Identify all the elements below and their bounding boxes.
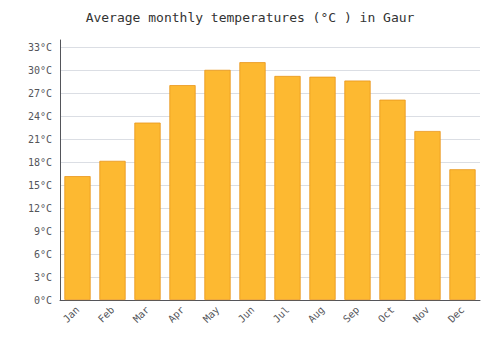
svg-text:Jul: Jul [271, 304, 292, 325]
svg-text:6°C: 6°C [34, 249, 52, 260]
svg-text:Nov: Nov [411, 304, 432, 325]
svg-text:Sep: Sep [341, 304, 362, 325]
svg-text:Mar: Mar [131, 304, 152, 325]
svg-text:15°C: 15°C [28, 180, 52, 191]
svg-text:9°C: 9°C [34, 226, 52, 237]
svg-text:May: May [201, 304, 222, 325]
svg-text:30°C: 30°C [28, 65, 52, 76]
svg-text:Apr: Apr [166, 304, 187, 325]
svg-text:Feb: Feb [96, 304, 117, 325]
svg-text:Jun: Jun [236, 304, 257, 325]
svg-text:Average monthly temperatures (: Average monthly temperatures (°C ) in Ga… [86, 10, 415, 25]
svg-text:Aug: Aug [306, 304, 327, 325]
svg-text:18°C: 18°C [28, 157, 52, 168]
svg-text:Dec: Dec [446, 304, 467, 325]
svg-text:3°C: 3°C [34, 272, 52, 283]
svg-text:21°C: 21°C [28, 134, 52, 145]
svg-text:27°C: 27°C [28, 88, 52, 99]
svg-text:24°C: 24°C [28, 111, 52, 122]
svg-text:Oct: Oct [376, 304, 397, 325]
svg-text:33°C: 33°C [28, 42, 52, 53]
svg-text:Jan: Jan [61, 304, 82, 325]
svg-text:0°C: 0°C [34, 295, 52, 306]
svg-text:12°C: 12°C [28, 203, 52, 214]
